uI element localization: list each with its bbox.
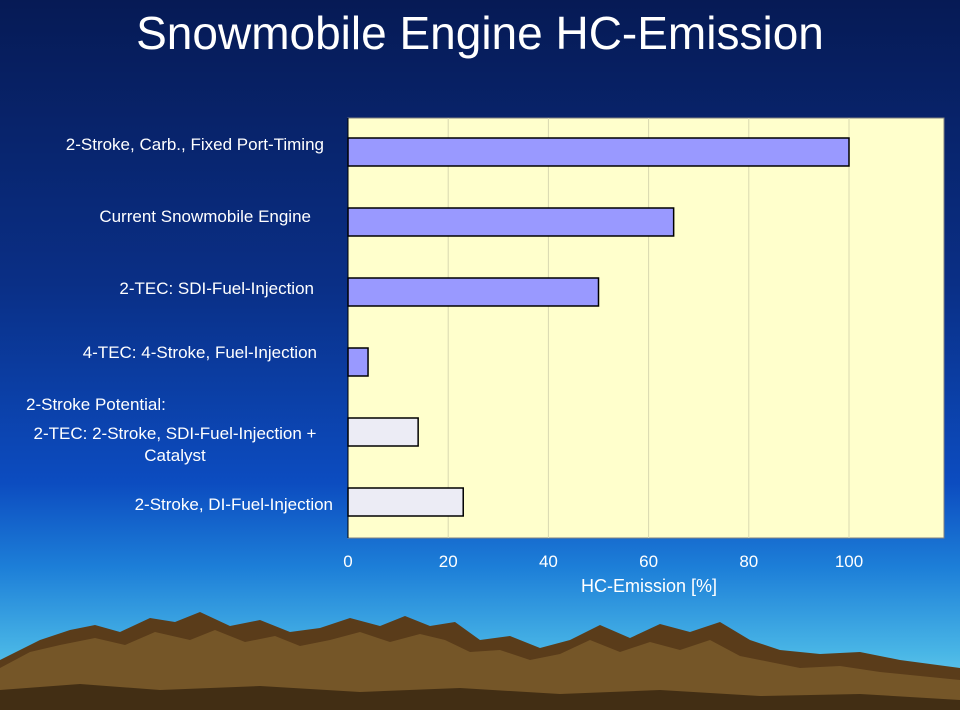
plot-area	[347, 117, 945, 539]
bar	[347, 207, 675, 237]
category-label: Current Snowmobile Engine	[99, 207, 311, 226]
bar	[347, 277, 600, 307]
bar	[347, 487, 464, 517]
x-tick-label: 60	[639, 552, 658, 571]
x-tick-label: 80	[739, 552, 758, 571]
category-label: 2-TEC: SDI-Fuel-Injection	[119, 279, 314, 298]
group-label: 2-Stroke Potential:	[26, 395, 166, 414]
bar	[347, 347, 369, 377]
category-label: 2-TEC: 2-Stroke, SDI-Fuel-Injection + Ca…	[33, 424, 317, 465]
slide-title: Snowmobile Engine HC-Emission	[136, 7, 824, 59]
x-tick-label: 40	[539, 552, 558, 571]
category-label: 2-Stroke, Carb., Fixed Port-Timing	[65, 135, 324, 154]
category-label: 4-TEC: 4-Stroke, Fuel-Injection	[82, 343, 317, 362]
x-tick-label: 100	[835, 552, 863, 571]
bar	[347, 417, 419, 447]
bar	[347, 137, 850, 167]
x-axis-title: HC-Emission [%]	[580, 576, 718, 596]
category-label: 2-Stroke, DI-Fuel-Injection	[134, 495, 333, 514]
x-tick-label: 20	[439, 552, 458, 571]
x-tick-label: 0	[343, 552, 352, 571]
